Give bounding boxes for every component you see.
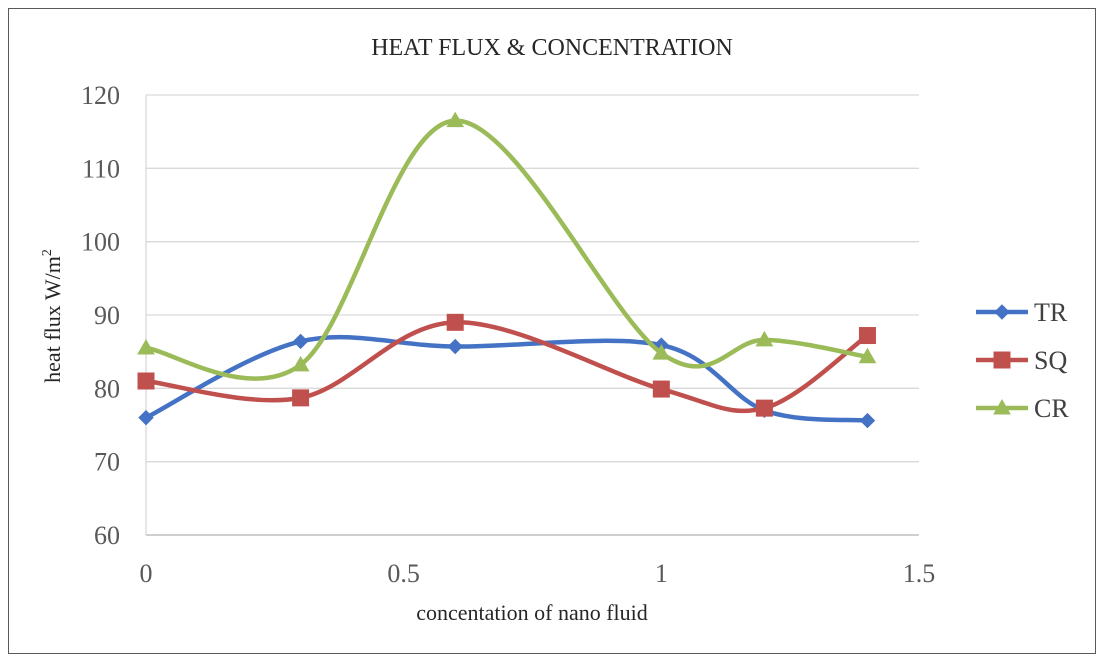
data-point-cr <box>652 344 671 360</box>
legend-label-sq: SQ <box>1034 346 1067 375</box>
y-tick-label: 120 <box>81 81 120 110</box>
data-point-sq <box>755 399 773 417</box>
y-tick-label: 100 <box>81 228 120 257</box>
y-tick-label: 90 <box>94 301 120 330</box>
legend-marker-sq <box>993 351 1011 369</box>
data-point-cr <box>755 330 774 347</box>
data-point-cr <box>446 111 465 128</box>
legend-item-sq: SQ <box>976 346 1067 375</box>
legend-marker-tr <box>994 304 1010 320</box>
data-point-cr <box>858 347 877 364</box>
legend: TR SQ CR <box>976 298 1069 423</box>
y-tick-label: 60 <box>94 521 120 550</box>
data-point-sq <box>137 372 155 390</box>
y-tick-labels: 60 70 80 90 100 110 120 <box>81 81 120 550</box>
data-point-sq <box>446 313 464 331</box>
plot-area <box>137 111 877 429</box>
y-tick-label: 80 <box>94 374 120 403</box>
y-axis-label: heat flux W/m2 <box>40 249 65 383</box>
x-tick-label: 1.5 <box>903 559 936 588</box>
axes <box>145 95 919 536</box>
data-point-sq <box>652 380 670 398</box>
y-axis-label-text: heat flux W/m <box>40 256 65 383</box>
x-tick-label: 0.5 <box>387 559 420 588</box>
data-point-tr <box>447 338 463 355</box>
chart-frame <box>8 8 1096 654</box>
data-point-tr <box>138 409 154 426</box>
data-point-tr <box>859 412 876 429</box>
chart-title: HEAT FLUX & CONCENTRATION <box>371 35 733 61</box>
legend-item-cr: CR <box>976 394 1069 423</box>
legend-label-tr: TR <box>1034 298 1068 327</box>
x-axis-label: concentation of nano fluid <box>416 600 648 625</box>
data-point-sq <box>292 389 310 407</box>
legend-item-tr: TR <box>976 298 1068 327</box>
data-point-tr <box>292 333 309 350</box>
data-point-sq <box>858 327 876 345</box>
legend-marker-cr <box>993 398 1011 415</box>
series-line-sq <box>143 320 870 414</box>
x-tick-label: 1 <box>655 559 668 588</box>
y-tick-label: 70 <box>94 448 120 477</box>
data-point-cr <box>137 338 155 355</box>
y-axis-label-exponent: 2 <box>40 249 55 256</box>
x-tick-labels: 0 0.5 1 1.5 <box>140 559 936 588</box>
gridlines <box>146 94 919 463</box>
data-point-cr <box>291 355 310 372</box>
legend-label-cr: CR <box>1034 394 1069 423</box>
x-tick-label: 0 <box>140 559 153 588</box>
y-tick-label: 110 <box>82 154 120 183</box>
